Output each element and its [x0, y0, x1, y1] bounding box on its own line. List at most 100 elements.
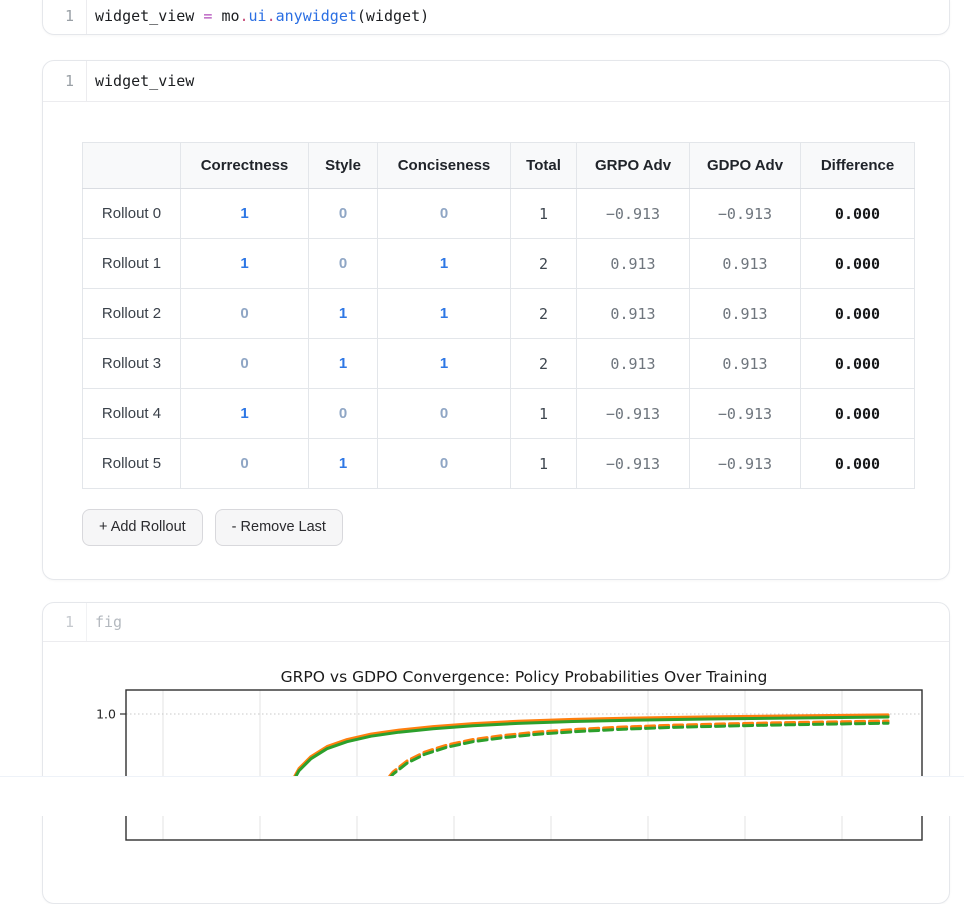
style-toggle[interactable]: 1: [308, 338, 378, 389]
notebook-cell-code-1: 1 widget_view = mo.ui.anywidget(widget): [42, 0, 950, 35]
chart-curves: [287, 713, 890, 791]
solid-curve: [287, 713, 890, 789]
code-token: .: [266, 6, 276, 25]
gdpo-adv-value: 0.913: [689, 338, 801, 389]
column-header-row-label: [82, 142, 181, 189]
code-token: ui: [248, 6, 267, 25]
gdpo-adv-value: −0.913: [689, 438, 801, 489]
code-line[interactable]: fig: [87, 613, 122, 631]
rollout-label: Rollout 5: [82, 438, 181, 489]
gdpo-adv-value: −0.913: [689, 388, 801, 439]
notebook-cell-fig: 1 fig GRPO vs GDPO Convergence: Policy P…: [42, 602, 950, 904]
column-header-GRPO Adv: GRPO Adv: [576, 142, 690, 189]
total-value: 1: [510, 188, 577, 239]
total-value: 2: [510, 288, 577, 339]
rollout-label: Rollout 4: [82, 388, 181, 439]
code-token: fig: [95, 613, 123, 631]
column-header-Difference: Difference: [800, 142, 915, 189]
chart-title: GRPO vs GDPO Convergence: Policy Probabi…: [281, 668, 768, 686]
grpo-adv-value: 0.913: [576, 238, 690, 289]
style-toggle[interactable]: 1: [308, 438, 378, 489]
correctness-toggle[interactable]: 0: [180, 338, 309, 389]
style-toggle[interactable]: 0: [308, 388, 378, 439]
difference-value: 0.000: [800, 188, 915, 239]
grpo-adv-value: 0.913: [576, 288, 690, 339]
difference-value: 0.000: [800, 388, 915, 439]
correctness-toggle[interactable]: 1: [180, 188, 309, 239]
code-token: (widget): [356, 6, 430, 25]
code-token: widget_view: [95, 72, 195, 90]
column-header-Correctness: Correctness: [180, 142, 309, 189]
line-number: 1: [43, 61, 87, 101]
chart-gridlines: [162, 690, 843, 840]
remove-last-button[interactable]: - Remove Last: [214, 509, 343, 547]
code-editor-row[interactable]: 1 widget_view = mo.ui.anywidget(widget): [43, 0, 949, 34]
code-token: anywidget: [275, 6, 357, 25]
table-row: Rollout 0 1 0 0 1 −0.913 −0.913 0.000: [82, 188, 915, 239]
correctness-toggle[interactable]: 0: [180, 438, 309, 489]
correctness-toggle[interactable]: 0: [180, 288, 309, 339]
table-row: Rollout 3 0 1 1 2 0.913 0.913 0.000: [82, 338, 915, 389]
widget-button-row: + Add Rollout - Remove Last: [82, 509, 949, 547]
line-number: 1: [43, 603, 87, 641]
code-token: =: [203, 6, 222, 25]
cell-output: GRPO vs GDPO Convergence: Policy Probabi…: [43, 642, 949, 864]
total-value: 2: [510, 238, 577, 289]
code-token: mo: [221, 6, 240, 25]
total-value: 1: [510, 388, 577, 439]
plot-frame: [125, 689, 923, 841]
gdpo-adv-value: 0.913: [689, 238, 801, 289]
gdpo-adv-value: −0.913: [689, 188, 801, 239]
dashed-curve: [379, 721, 890, 791]
code-line[interactable]: widget_view = mo.ui.anywidget(widget): [87, 7, 429, 25]
column-header-GDPO Adv: GDPO Adv: [689, 142, 801, 189]
rollout-label: Rollout 2: [82, 288, 181, 339]
table-row: Rollout 1 1 0 1 2 0.913 0.913 0.000: [82, 238, 915, 289]
difference-value: 0.000: [800, 238, 915, 289]
code-editor-row[interactable]: 1 widget_view: [43, 61, 949, 102]
solid-curve: [287, 715, 890, 791]
convergence-chart: GRPO vs GDPO Convergence: Policy Probabi…: [96, 668, 923, 841]
difference-value: 0.000: [800, 288, 915, 339]
conciseness-toggle[interactable]: 1: [377, 238, 511, 289]
column-header-Conciseness: Conciseness: [377, 142, 511, 189]
style-toggle[interactable]: 0: [308, 238, 378, 289]
notebook-cell-widget-view: 1 widget_view Correctness Style Concisenes…: [42, 60, 950, 580]
rollout-label: Rollout 0: [82, 188, 181, 239]
ytick-label-1.0: 1.0: [96, 707, 116, 722]
table-row: Rollout 4 1 0 0 1 −0.913 −0.913 0.000: [82, 388, 915, 439]
total-value: 1: [510, 438, 577, 489]
grpo-adv-value: −0.913: [576, 188, 690, 239]
conciseness-toggle[interactable]: 0: [377, 388, 511, 439]
style-toggle[interactable]: 0: [308, 188, 378, 239]
add-rollout-button[interactable]: + Add Rollout: [82, 509, 203, 547]
difference-value: 0.000: [800, 438, 915, 489]
grpo-adv-value: −0.913: [576, 388, 690, 439]
correctness-toggle[interactable]: 1: [180, 388, 309, 439]
column-header-Total: Total: [510, 142, 577, 189]
difference-value: 0.000: [800, 338, 915, 389]
conciseness-toggle[interactable]: 0: [377, 188, 511, 239]
code-token: widget_view: [95, 6, 204, 25]
line-number: 1: [43, 0, 87, 34]
code-token: .: [239, 6, 249, 25]
rollout-label: Rollout 1: [82, 238, 181, 289]
viewport-bottom-cut: [0, 776, 964, 816]
conciseness-toggle[interactable]: 0: [377, 438, 511, 489]
correctness-toggle[interactable]: 1: [180, 238, 309, 289]
grpo-adv-value: 0.913: [576, 338, 690, 389]
total-value: 2: [510, 338, 577, 389]
code-editor-row[interactable]: 1 fig: [43, 603, 949, 642]
table-row: Rollout 2 0 1 1 2 0.913 0.913 0.000: [82, 288, 915, 339]
rollout-table: Correctness Style Conciseness Total GRPO Adv…: [82, 142, 915, 489]
rollout-table-header: Correctness Style Conciseness Total GRPO Adv…: [82, 142, 915, 189]
table-row: Rollout 5 0 1 0 1 −0.913 −0.913 0.000: [82, 438, 915, 489]
style-toggle[interactable]: 1: [308, 288, 378, 339]
conciseness-toggle[interactable]: 1: [377, 288, 511, 339]
dashed-curve: [379, 719, 890, 789]
grpo-adv-value: −0.913: [576, 438, 690, 489]
conciseness-toggle[interactable]: 1: [377, 338, 511, 389]
code-line[interactable]: widget_view: [87, 72, 194, 90]
rollout-label: Rollout 3: [82, 338, 181, 389]
column-header-Style: Style: [308, 142, 378, 189]
